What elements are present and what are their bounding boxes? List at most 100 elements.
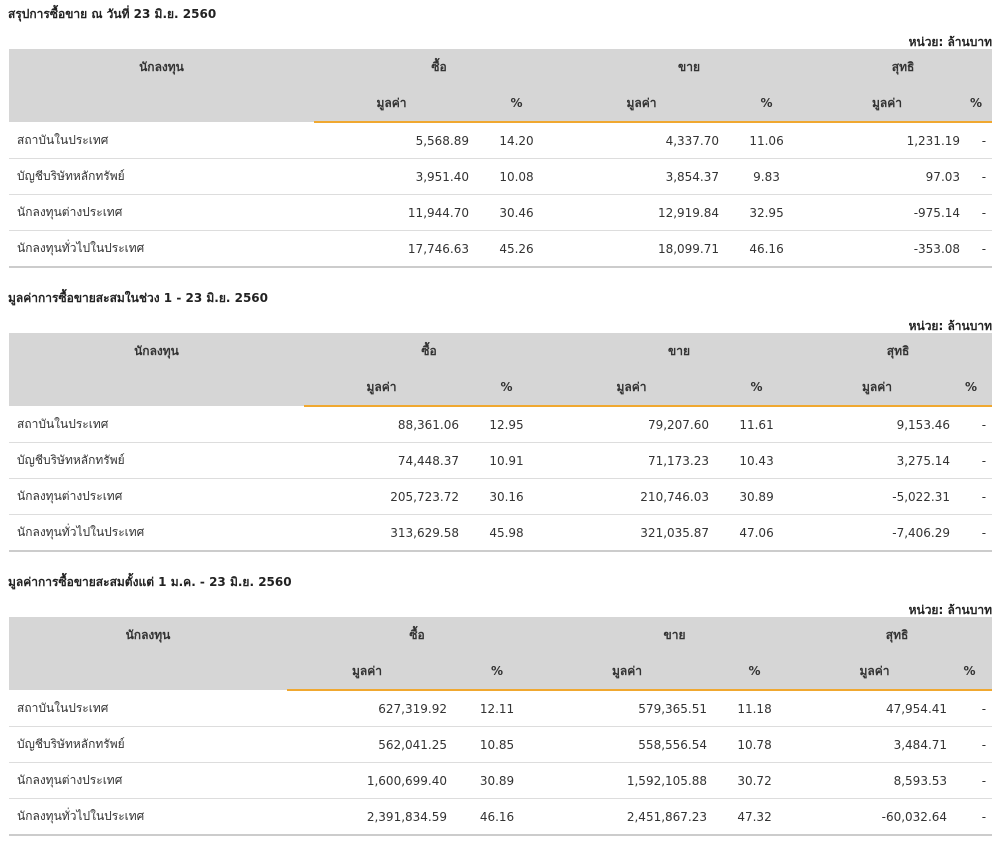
sell-percent: 11.61 [709,406,805,443]
net-percent: - [950,442,992,479]
net-percent: - [947,690,992,727]
trading-summary-table: นักลงทุน ซื้อ ขาย สุทธิ มูลค่า % มูลค่า … [9,49,992,268]
header-blank [9,369,304,406]
investor-name: นักลงทุนทั่วไปในประเทศ [9,798,287,836]
buy-value: 3,951.40 [314,158,469,195]
net-percent: - [960,122,992,159]
sell-percent: 32.95 [719,194,815,231]
sell-percent: 47.06 [709,514,805,552]
net-value: -5,022.31 [804,478,951,515]
table-row: บัญชีบริษัทหลักทรัพย์ 562,041.25 10.85 5… [9,726,992,763]
buy-value: 5,568.89 [314,122,469,159]
net-percent: - [947,798,992,836]
table-row: บัญชีบริษัทหลักทรัพย์ 3,951.40 10.08 3,8… [9,158,992,195]
sell-value: 579,365.51 [547,690,708,727]
sell-value: 4,337.70 [564,122,720,159]
header-sell: ขาย [564,49,815,85]
unit-label: หน่วย: ล้านบาท [908,35,992,49]
header-investor: นักลงทุน [9,49,314,85]
investor-name: บัญชีบริษัทหลักทรัพย์ [9,726,287,763]
table-row: สถาบันในประเทศ 5,568.89 14.20 4,337.70 1… [9,122,992,159]
net-value: 3,275.14 [804,442,951,479]
section-title: สรุปการซื้อขาย ณ วันที่ 23 มิ.ย. 2560 [8,7,217,21]
header-investor: นักลงทุน [9,333,304,369]
header-sell-percent: % [707,653,803,691]
sell-value: 2,451,867.23 [547,798,708,836]
buy-value: 2,391,834.59 [287,798,447,836]
header-net: สุทธิ [804,333,992,369]
net-percent: - [947,726,992,763]
unit-label: หน่วย: ล้านบาท [908,603,992,617]
table-row: สถาบันในประเทศ 88,361.06 12.95 79,207.60… [9,406,992,443]
buy-value: 313,629.58 [304,514,459,552]
investor-name: สถาบันในประเทศ [9,690,287,727]
section-title: มูลค่าการซื้อขายสะสมตั้งแต่ 1 ม.ค. - 23 … [8,575,292,589]
buy-percent: 30.89 [447,762,548,799]
net-value: 3,484.71 [802,726,948,763]
net-value: -7,406.29 [804,514,951,552]
sell-percent: 11.18 [707,690,803,727]
net-percent: - [960,230,992,268]
header-net-value: มูลค่า [802,653,948,691]
header-sell-percent: % [709,369,805,407]
table-row: นักลงทุนทั่วไปในประเทศ 313,629.58 45.98 … [9,514,992,552]
header-net: สุทธิ [802,617,992,653]
buy-value: 88,361.06 [304,406,459,443]
sell-value: 1,592,105.88 [547,762,708,799]
net-value: 9,153.46 [804,406,951,443]
header-buy-value: มูลค่า [304,369,459,407]
table-row: นักลงทุนต่างประเทศ 205,723.72 30.16 210,… [9,478,992,515]
sell-percent: 10.43 [709,442,805,479]
header-net-percent: % [960,85,992,123]
buy-value: 11,944.70 [314,194,469,231]
header-investor: นักลงทุน [9,617,287,653]
net-percent: - [950,514,992,552]
investor-name: บัญชีบริษัทหลักทรัพย์ [9,158,314,195]
header-sell: ขาย [554,333,805,369]
buy-percent: 14.20 [469,122,565,159]
header-net-value: มูลค่า [804,369,951,407]
sell-value: 12,919.84 [564,194,720,231]
buy-percent: 30.16 [459,478,555,515]
buy-value: 1,600,699.40 [287,762,447,799]
header-net-value: มูลค่า [814,85,961,123]
sell-value: 3,854.37 [564,158,720,195]
investor-name: นักลงทุนทั่วไปในประเทศ [9,514,304,552]
table-row: นักลงทุนต่างประเทศ 1,600,699.40 30.89 1,… [9,762,992,799]
header-buy: ซื้อ [287,617,548,653]
table-row: นักลงทุนทั่วไปในประเทศ 17,746.63 45.26 1… [9,230,992,268]
buy-percent: 12.11 [447,690,548,727]
net-value: -60,032.64 [802,798,948,836]
header-blank [9,653,287,690]
buy-value: 627,319.92 [287,690,447,727]
table-row: นักลงทุนทั่วไปในประเทศ 2,391,834.59 46.1… [9,798,992,836]
sell-value: 18,099.71 [564,230,720,268]
header-sell-value: มูลค่า [554,369,710,407]
investor-name: นักลงทุนทั่วไปในประเทศ [9,230,314,268]
header-buy: ซื้อ [304,333,555,369]
header-buy-percent: % [469,85,565,123]
buy-percent: 12.95 [459,406,555,443]
net-percent: - [960,194,992,231]
header-sell-value: มูลค่า [547,653,708,691]
investor-name: สถาบันในประเทศ [9,122,314,159]
buy-percent: 10.85 [447,726,548,763]
sell-percent: 9.83 [719,158,815,195]
table-row: สถาบันในประเทศ 627,319.92 12.11 579,365.… [9,690,992,727]
sell-value: 71,173.23 [554,442,710,479]
net-value: -353.08 [814,230,961,268]
header-buy-percent: % [459,369,555,407]
table-row: นักลงทุนต่างประเทศ 11,944.70 30.46 12,91… [9,194,992,231]
buy-value: 562,041.25 [287,726,447,763]
sell-value: 79,207.60 [554,406,710,443]
sell-percent: 11.06 [719,122,815,159]
sell-value: 210,746.03 [554,478,710,515]
investor-name: บัญชีบริษัทหลักทรัพย์ [9,442,304,479]
buy-percent: 30.46 [469,194,565,231]
header-net-percent: % [950,369,992,407]
sell-percent: 30.89 [709,478,805,515]
buy-percent: 45.26 [469,230,565,268]
header-blank [9,85,314,122]
header-net: สุทธิ [814,49,992,85]
net-value: 8,593.53 [802,762,948,799]
